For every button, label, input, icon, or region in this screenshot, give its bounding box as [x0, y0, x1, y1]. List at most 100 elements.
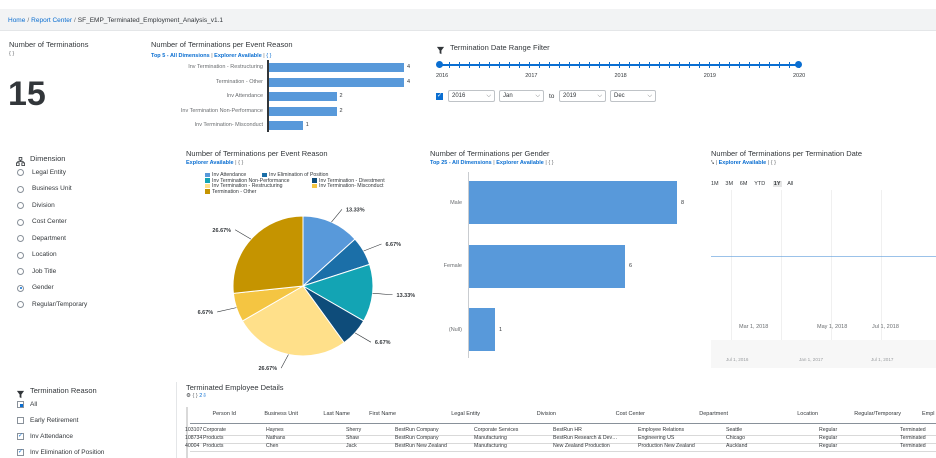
- slider-tick: [599, 62, 600, 68]
- date-range-slider[interactable]: 2016 2017 2018 2019 2020: [436, 60, 806, 82]
- navigator[interactable]: [711, 340, 936, 368]
- range-button[interactable]: 6M: [739, 181, 748, 187]
- pie-slice: [301, 263, 374, 322]
- table-cell: Products: [203, 443, 224, 449]
- dimension-radio[interactable]: [17, 301, 24, 308]
- table-cell: 40004: [185, 443, 200, 449]
- gender-top-filter-link[interactable]: Top 25 - All Dimensions: [430, 160, 492, 166]
- explorer-link[interactable]: Explorer Available: [214, 53, 262, 59]
- range-button[interactable]: 3M: [725, 181, 734, 187]
- legend-swatch: [262, 172, 267, 177]
- braces-icon[interactable]: { }: [192, 393, 198, 399]
- range-button[interactable]: All: [787, 181, 794, 187]
- slider-tick: [789, 62, 790, 68]
- dimension-radio[interactable]: [17, 251, 24, 259]
- bar[interactable]: [269, 77, 404, 87]
- dimension-radio[interactable]: [17, 185, 24, 193]
- slider-tick: [499, 62, 500, 68]
- breadcrumb-report-center[interactable]: Report Center: [31, 17, 72, 24]
- column-header[interactable]: Location: [797, 411, 818, 417]
- slider-tick: [759, 62, 760, 68]
- bar[interactable]: [269, 121, 303, 130]
- column-header[interactable]: Regular/Temporary: [854, 411, 901, 417]
- slider-tick: [799, 62, 800, 68]
- slider-handle-end[interactable]: [795, 61, 802, 68]
- table-scroll-handle[interactable]: [186, 407, 188, 458]
- details-toolbar: ⚙ { } 2⇩: [186, 393, 207, 399]
- slider-tick: [609, 62, 610, 68]
- export-icon[interactable]: 2⇩: [199, 393, 207, 399]
- slider-tick: [479, 62, 480, 68]
- column-header[interactable]: Person Id: [212, 411, 236, 417]
- bar[interactable]: [269, 63, 404, 72]
- column-header[interactable]: Empl: [922, 411, 935, 417]
- bar[interactable]: [469, 308, 495, 351]
- reason-checkbox[interactable]: ✓: [17, 433, 24, 440]
- grid-line: [881, 190, 882, 345]
- bar[interactable]: [269, 106, 337, 116]
- reason-checkbox[interactable]: ✓: [17, 449, 24, 456]
- dimension-radio[interactable]: [17, 284, 24, 292]
- range-button[interactable]: 1M: [711, 181, 719, 187]
- column-header[interactable]: Cost Center: [615, 411, 645, 417]
- legend-label: Termination - Other: [212, 188, 257, 195]
- legend-swatch: [312, 178, 317, 183]
- table-cell: Haynes: [266, 427, 284, 433]
- dimension-radio[interactable]: [17, 202, 24, 209]
- legend-swatch: [205, 189, 210, 194]
- event-reason-bar-title: Number of Terminations per Event Reason: [151, 40, 293, 49]
- dimension-option-label: Regular/Temporary: [32, 300, 88, 308]
- slider-tick: [539, 62, 540, 68]
- table-cell: Seattle: [726, 427, 743, 433]
- reason-checkbox[interactable]: [17, 401, 24, 408]
- breadcrumb-home[interactable]: Home: [8, 17, 26, 24]
- gender-explorer-link[interactable]: Explorer Available: [496, 160, 544, 166]
- legend-swatch: [205, 178, 210, 183]
- event-reason-bar-chart: Inv Termination - Restructuring 4 Terminat…: [150, 60, 410, 132]
- bar[interactable]: [269, 92, 337, 101]
- reason-label: All: [30, 400, 38, 408]
- table-cell: Production New Zealand: [638, 443, 695, 449]
- from-year-select[interactable]: 2016 ⌵: [448, 90, 495, 102]
- from-month-select[interactable]: Jan ⌵: [499, 90, 544, 102]
- date-explorer-link[interactable]: Explorer Available: [718, 160, 767, 166]
- to-year-select[interactable]: 2019 ⌵: [559, 90, 606, 102]
- pie-braces-link[interactable]: { }: [238, 160, 244, 166]
- column-header[interactable]: Business Unit: [264, 411, 298, 417]
- kpi-braces[interactable]: { }: [9, 51, 15, 57]
- legend-swatch: [205, 183, 210, 188]
- column-header[interactable]: Last Name: [323, 411, 350, 417]
- slider-tick: [639, 62, 640, 68]
- legend-label: Inv Termination- Misconduct: [319, 183, 384, 189]
- slider-tick: [629, 62, 630, 68]
- year-tick-label: 2018: [614, 73, 627, 79]
- drill-icon[interactable]: ⤥: [711, 160, 715, 166]
- to-month-select[interactable]: Dec ⌵: [610, 90, 656, 102]
- range-button[interactable]: 1Y: [772, 181, 782, 187]
- dimension-radio[interactable]: [17, 218, 24, 226]
- gender-braces-link[interactable]: { }: [548, 160, 554, 166]
- reason-checkbox[interactable]: [17, 417, 24, 424]
- filter-icon[interactable]: ⚙: [186, 393, 191, 399]
- date-filter-checkbox[interactable]: ✓: [436, 93, 443, 100]
- table-cell: Terminated: [900, 435, 926, 441]
- pie-leader-line: [363, 243, 382, 252]
- braces-link[interactable]: { }: [266, 53, 272, 59]
- top-filter-link[interactable]: Top 5 - All Dimensions: [151, 53, 210, 59]
- dimension-radio[interactable]: [17, 235, 24, 242]
- bar[interactable]: [469, 181, 677, 224]
- dimension-radio[interactable]: [17, 268, 24, 275]
- pie-explorer-link[interactable]: Explorer Available: [186, 160, 234, 166]
- dimension-radio[interactable]: [17, 169, 24, 176]
- date-braces-link[interactable]: { }: [770, 160, 776, 166]
- partial-mark: [19, 403, 23, 407]
- table-cell: Regular: [819, 435, 838, 441]
- slider-tick: [659, 62, 660, 68]
- range-button[interactable]: YTD: [754, 181, 766, 187]
- column-header[interactable]: Legal Entity: [451, 411, 480, 417]
- column-header[interactable]: First Name: [369, 411, 396, 417]
- bar[interactable]: [469, 244, 625, 288]
- column-header[interactable]: Division: [536, 411, 556, 417]
- column-header[interactable]: Department: [699, 411, 728, 417]
- legend-label: Inv Attendance: [212, 172, 247, 178]
